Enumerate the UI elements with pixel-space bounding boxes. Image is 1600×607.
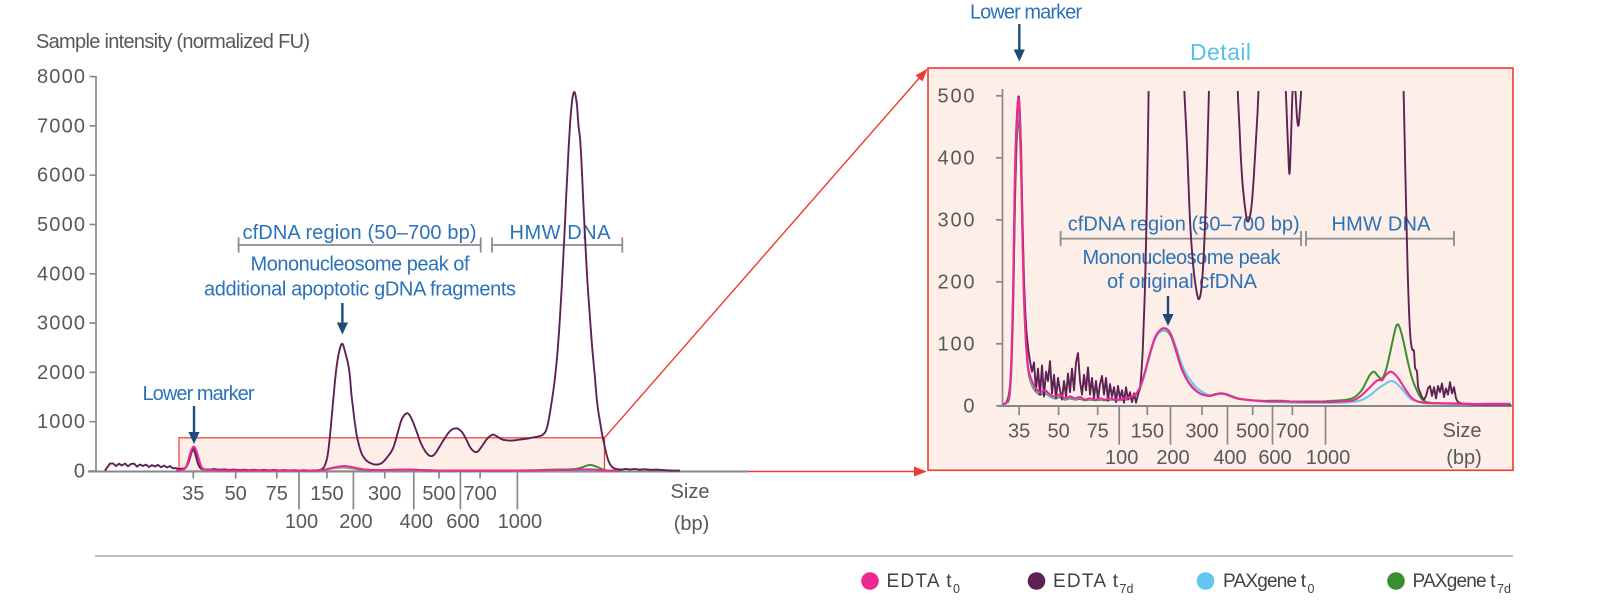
svg-text:0: 0 <box>963 395 974 417</box>
svg-text:Lower marker: Lower marker <box>970 2 1082 24</box>
svg-text:400: 400 <box>938 147 975 169</box>
svg-text:cfDNA region (50–700 bp): cfDNA region (50–700 bp) <box>243 222 477 244</box>
svg-text:PAXgene t: PAXgene t <box>1223 571 1307 592</box>
svg-text:additional apoptotic gDNA frag: additional apoptotic gDNA fragments <box>204 279 516 301</box>
svg-text:500: 500 <box>1236 421 1269 443</box>
svg-text:8000: 8000 <box>37 66 85 88</box>
svg-text:50: 50 <box>225 483 247 505</box>
svg-text:600: 600 <box>1258 447 1291 469</box>
svg-text:7000: 7000 <box>37 115 85 137</box>
svg-text:75: 75 <box>1087 421 1109 443</box>
svg-text:HMW DNA: HMW DNA <box>1332 214 1432 236</box>
svg-text:(bp): (bp) <box>674 513 710 535</box>
svg-text:Mononucleosome peak of: Mononucleosome peak of <box>251 254 470 276</box>
svg-text:HMW DNA: HMW DNA <box>510 222 612 244</box>
svg-text:2000: 2000 <box>37 362 85 384</box>
svg-text:35: 35 <box>182 483 204 505</box>
svg-text:Detail: Detail <box>1190 39 1251 65</box>
svg-text:3000: 3000 <box>37 313 85 335</box>
svg-text:cfDNA region (50–700 bp): cfDNA region (50–700 bp) <box>1068 214 1300 236</box>
svg-text:150: 150 <box>1131 421 1164 443</box>
svg-text:400: 400 <box>1213 447 1246 469</box>
svg-text:5000: 5000 <box>37 214 85 236</box>
svg-text:Sample intensity (normalized F: Sample intensity (normalized FU) <box>36 31 310 53</box>
svg-text:200: 200 <box>339 511 372 533</box>
svg-text:150: 150 <box>310 483 343 505</box>
svg-text:35: 35 <box>1008 421 1030 443</box>
svg-text:300: 300 <box>1185 421 1218 443</box>
svg-text:of original cfDNA: of original cfDNA <box>1107 271 1258 293</box>
svg-text:Lower marker: Lower marker <box>143 383 255 405</box>
svg-text:75: 75 <box>266 483 288 505</box>
svg-text:7d: 7d <box>1120 582 1134 596</box>
svg-text:700: 700 <box>463 483 496 505</box>
svg-text:4000: 4000 <box>37 263 85 285</box>
svg-text:500: 500 <box>938 85 975 107</box>
svg-text:700: 700 <box>1276 421 1309 443</box>
svg-text:Size: Size <box>1443 420 1482 442</box>
svg-text:1000: 1000 <box>498 511 543 533</box>
svg-text:100: 100 <box>1105 447 1138 469</box>
svg-text:7d: 7d <box>1497 582 1511 596</box>
svg-text:0: 0 <box>953 582 960 596</box>
svg-text:EDTA t: EDTA t <box>1053 571 1119 592</box>
svg-text:0: 0 <box>74 461 85 483</box>
svg-text:1000: 1000 <box>1306 447 1351 469</box>
svg-text:100: 100 <box>938 333 975 355</box>
svg-text:300: 300 <box>938 209 975 231</box>
svg-text:300: 300 <box>368 483 401 505</box>
svg-text:100: 100 <box>285 511 318 533</box>
svg-text:EDTA t: EDTA t <box>887 571 953 592</box>
svg-text:50: 50 <box>1047 421 1069 443</box>
svg-text:PAXgene t: PAXgene t <box>1413 571 1497 592</box>
svg-text:1000: 1000 <box>37 411 85 433</box>
svg-text:6000: 6000 <box>37 165 85 187</box>
svg-text:(bp): (bp) <box>1446 447 1482 469</box>
svg-text:0: 0 <box>1308 582 1315 596</box>
svg-text:Size: Size <box>671 481 710 503</box>
svg-text:200: 200 <box>938 271 975 293</box>
svg-text:600: 600 <box>446 511 479 533</box>
svg-text:400: 400 <box>400 511 433 533</box>
svg-text:500: 500 <box>422 483 455 505</box>
svg-text:200: 200 <box>1156 447 1189 469</box>
svg-text:Mononucleosome peak: Mononucleosome peak <box>1083 247 1282 269</box>
